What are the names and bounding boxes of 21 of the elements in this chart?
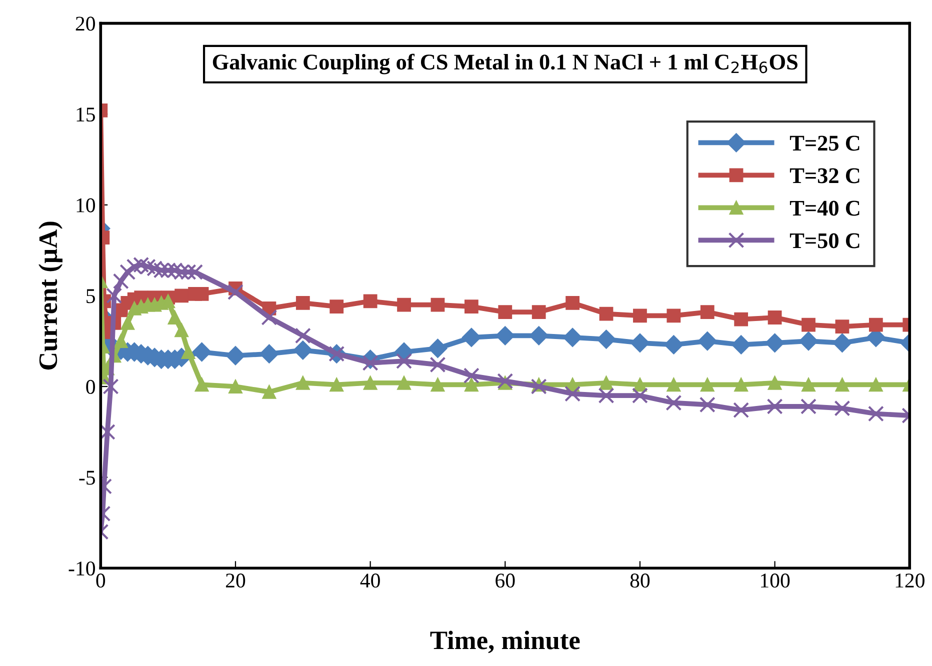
x-tick-label: 40 [360,574,380,588]
x-axis-title: Time, minute [430,630,580,654]
y-tick-label: 0 [86,380,95,394]
x-tick-label: 60 [496,574,515,588]
y-tick-label: 20 [76,16,95,31]
x-tick-label: 80 [630,574,650,588]
x-tick-label: 20 [226,574,246,588]
x-tick-label: 0 [96,574,106,588]
y-axis-title: Current (µA) [38,222,62,370]
legend-label: T=25 C [790,136,860,151]
y-tick-label: 15 [76,108,95,122]
y-tick-label: 5 [86,289,95,304]
legend-label: T=40 C [790,200,860,216]
x-tick-label: 100 [761,574,790,588]
y-tick-label: 10 [76,198,95,212]
y-tick-label: -10 [68,561,95,576]
y-tick-label: -5 [79,470,95,485]
legend-label: T=50 C [790,233,860,248]
text: Galvanic Coupling of CS Metal in 0.1 N NaCl + 1 ml C$_{2}$H$_{6}$OS [212,54,798,74]
legend-label: T=32 C [790,168,860,184]
x-tick-label: 120 [896,574,924,588]
